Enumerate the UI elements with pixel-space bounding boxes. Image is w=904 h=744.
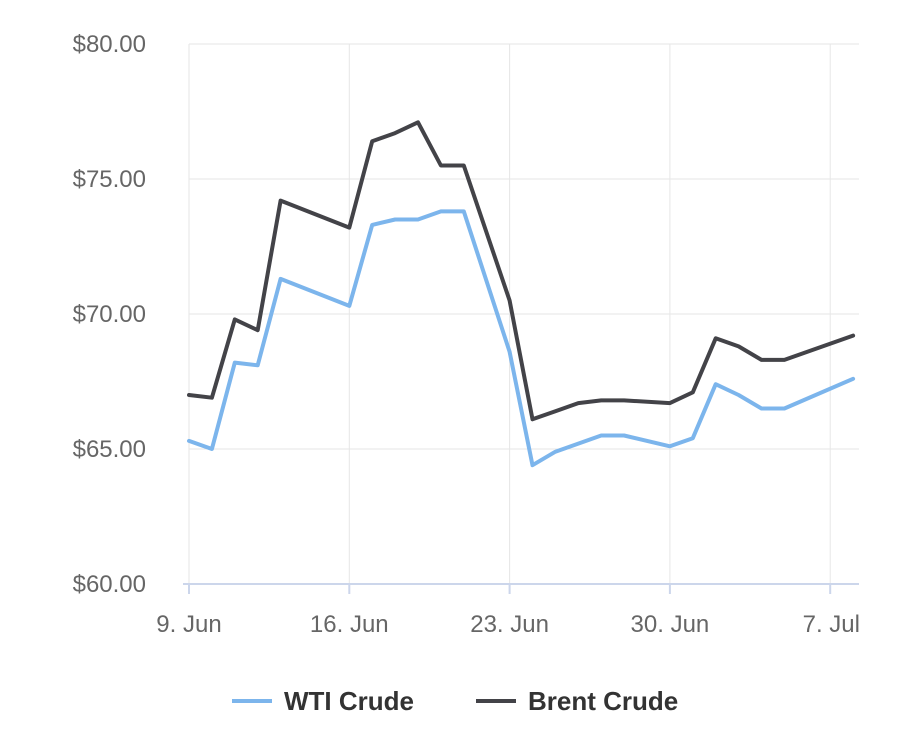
legend-label-brent[interactable]: Brent Crude <box>528 686 678 716</box>
y-tick-label: $70.00 <box>73 301 146 328</box>
x-tick-label: 9. Jun <box>156 611 221 638</box>
x-tick-label: 7. Jul <box>803 611 860 638</box>
y-tick-label: $80.00 <box>73 31 146 58</box>
x-tick-label: 16. Jun <box>310 611 389 638</box>
legend[interactable]: WTI Crude Brent Crude <box>232 686 678 716</box>
series-line-wti[interactable] <box>187 209 856 468</box>
grid-lines <box>188 43 859 584</box>
series-lines <box>187 120 856 468</box>
x-tick-label: 30. Jun <box>631 611 710 638</box>
legend-label-wti[interactable]: WTI Crude <box>284 686 414 716</box>
series-line-brent[interactable] <box>187 120 856 422</box>
y-axis-labels: $60.00 $65.00 $70.00 $75.00 $80.00 <box>73 31 146 598</box>
legend-item-brent[interactable]: Brent Crude <box>476 686 678 716</box>
legend-item-wti[interactable]: WTI Crude <box>232 686 414 716</box>
x-axis-labels: 9. Jun 16. Jun 23. Jun 30. Jun 7. Jul <box>156 611 860 638</box>
x-axis <box>183 583 859 594</box>
y-tick-label: $60.00 <box>73 571 146 598</box>
x-tick-label: 23. Jun <box>470 611 549 638</box>
y-tick-label: $65.00 <box>73 436 146 463</box>
y-tick-label: $75.00 <box>73 166 146 193</box>
